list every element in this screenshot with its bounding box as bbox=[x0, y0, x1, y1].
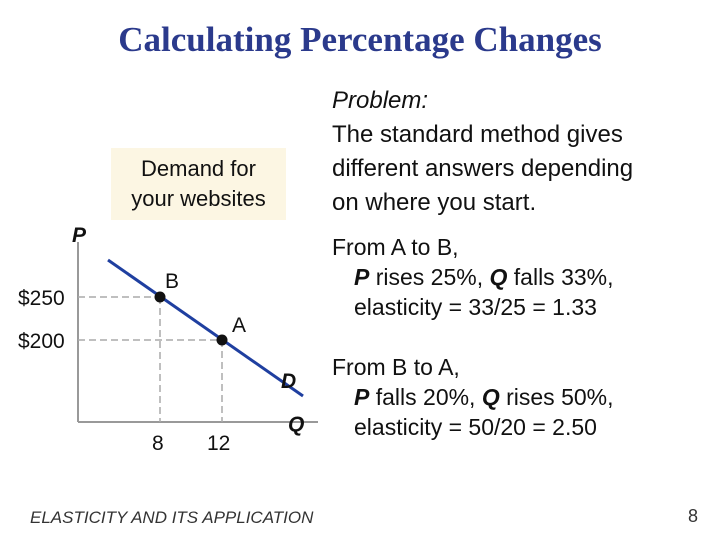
a-to-b-block: From A to B, P rises 25%, Q falls 33%, e… bbox=[332, 232, 720, 322]
problem-text: Problem: The standard method gives diffe… bbox=[332, 84, 712, 220]
callout-line-1: Demand for bbox=[141, 156, 256, 181]
footer-text: ELASTICITY AND ITS APPLICATION bbox=[30, 508, 314, 527]
a-to-b-changes: P rises 25%, Q falls 33%, bbox=[332, 262, 720, 292]
problem-line-1: The standard method gives bbox=[332, 121, 623, 148]
demand-curve bbox=[107, 258, 304, 398]
problem-line-3: on where you start. bbox=[332, 189, 537, 216]
demand-curve-label: D bbox=[281, 370, 296, 393]
problem-line-2: different answers depending bbox=[332, 155, 634, 182]
qty-low-label: 8 bbox=[152, 432, 164, 455]
a-to-b-p-symbol: P bbox=[354, 264, 370, 290]
problem-label: Problem: bbox=[332, 87, 429, 114]
demand-callout: Demand for your websites bbox=[111, 148, 286, 220]
price-low-label: $200 bbox=[18, 330, 65, 353]
b-to-a-elasticity: elasticity = 50/20 = 2.50 bbox=[354, 414, 597, 440]
b-to-a-p-symbol: P bbox=[354, 384, 370, 410]
page-number: 8 bbox=[688, 506, 699, 526]
a-to-b-heading: From A to B, bbox=[332, 234, 459, 260]
qty-high-label: 12 bbox=[207, 432, 230, 455]
price-high-label: $250 bbox=[18, 287, 65, 310]
a-to-b-q-symbol: Q bbox=[489, 264, 508, 290]
a-to-b-q-text: falls 33%, bbox=[507, 264, 614, 290]
point-b bbox=[154, 291, 166, 303]
b-to-a-p-text: falls 20%, bbox=[369, 384, 482, 410]
point-a bbox=[216, 334, 228, 346]
callout-line-2: your websites bbox=[131, 186, 266, 211]
y-axis-label: P bbox=[72, 224, 87, 247]
point-a-label: A bbox=[232, 314, 246, 337]
x-axis-label: Q bbox=[288, 413, 304, 436]
b-to-a-changes: P falls 20%, Q rises 50%, bbox=[332, 382, 720, 412]
b-to-a-block: From B to A, P falls 20%, Q rises 50%, e… bbox=[332, 352, 720, 442]
b-to-a-heading: From B to A, bbox=[332, 354, 460, 380]
slide-title: Calculating Percentage Changes bbox=[118, 20, 602, 59]
a-to-b-p-text: rises 25%, bbox=[369, 264, 490, 290]
b-to-a-q-symbol: Q bbox=[481, 384, 500, 410]
b-to-a-q-text: rises 50%, bbox=[499, 384, 614, 410]
a-to-b-elasticity: elasticity = 33/25 = 1.33 bbox=[354, 294, 597, 320]
point-b-label: B bbox=[165, 270, 179, 293]
